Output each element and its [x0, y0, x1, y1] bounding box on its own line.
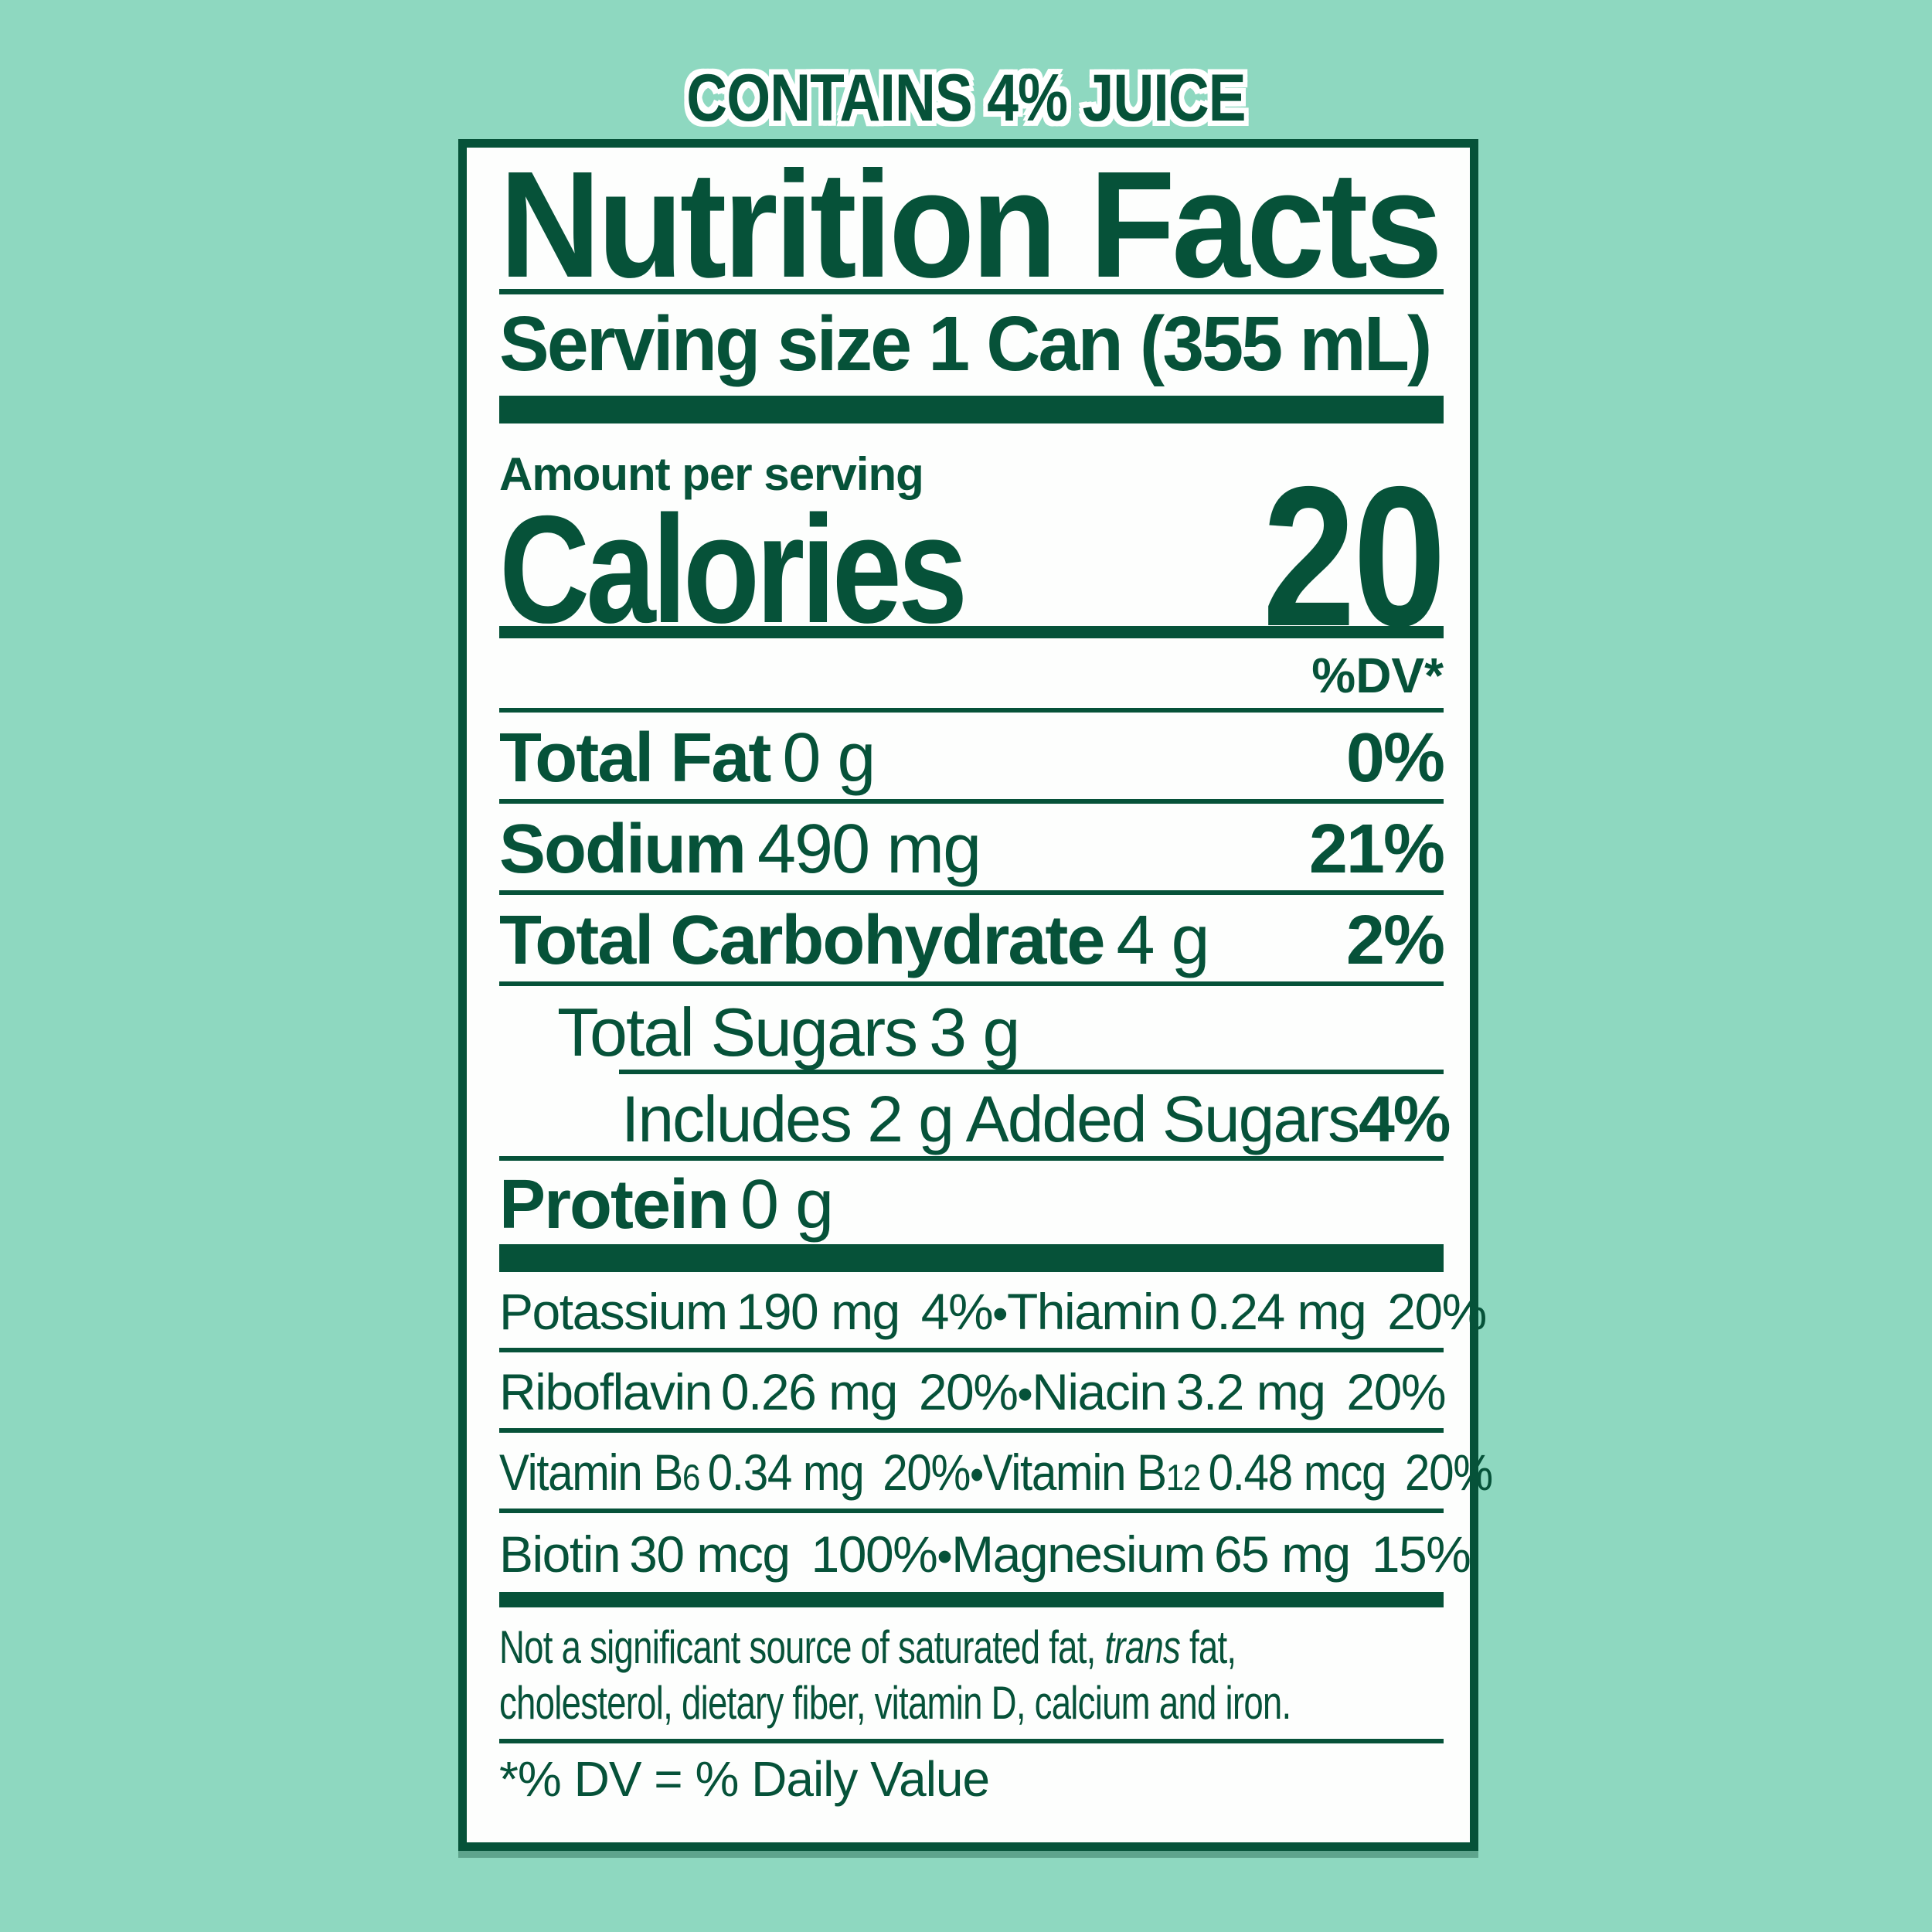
micronutrient-name: Magnesium	[951, 1525, 1206, 1583]
micronutrient-amount: 190 mg	[736, 1282, 901, 1340]
micronutrient-right: Niacin 3.2 mg 20%	[1032, 1362, 1446, 1420]
nutrient-row-total-fat: Total Fat 0 g 0%	[499, 719, 1445, 797]
micronutrient-row-4: Biotin 30 mcg 100% • Magnesium 65 mg 15%	[499, 1525, 1471, 1583]
daily-value-definition: *% DV = % Daily Value	[499, 1750, 990, 1807]
nutrient-row-sodium: Sodium 490 mg 21%	[499, 810, 1445, 888]
nutrient-name: Total Fat	[499, 719, 771, 797]
micronutrient-dv: 100%	[811, 1525, 938, 1583]
percent-dv-header: %DV*	[1311, 647, 1444, 703]
divider-row	[499, 1347, 1444, 1352]
divider-row	[499, 798, 1444, 804]
nutrient-amount: 0 g	[782, 719, 876, 797]
micronutrient-dv: 4%	[920, 1282, 994, 1340]
micronutrient-amount: 0.26 mg	[720, 1362, 898, 1420]
nutrient-dv: 21%	[1308, 810, 1445, 888]
nutrient-name-amount: Protein 0 g	[499, 1170, 834, 1240]
micronutrient-left: Potassium 190 mg 4%	[499, 1282, 994, 1340]
micronutrient-name: Potassium	[499, 1282, 728, 1340]
footnote-line-1: Not a significant source of saturated fa…	[499, 1620, 1440, 1675]
nutrition-facts-title: Nutrition Facts	[499, 140, 1443, 309]
medium-divider-calories	[499, 625, 1444, 638]
nutrient-amount: 490 mg	[757, 810, 981, 888]
medium-divider-micronutrients	[499, 1591, 1444, 1607]
added-sugars-row: Includes 2 g Added Sugars 4%	[499, 1082, 1451, 1155]
total-sugars-row: Total Sugars 3 g	[499, 998, 1444, 1066]
bullet-separator: •	[937, 1531, 952, 1582]
divider-dv-header	[499, 707, 1444, 713]
divider-indented-sugars	[619, 1069, 1444, 1074]
micronutrient-left: Biotin 30 mcg 100%	[499, 1525, 938, 1583]
calories-value: 20	[1262, 444, 1447, 668]
vitamin-b-subscript: 6	[682, 1457, 700, 1498]
divider-under-title	[499, 288, 1444, 294]
micronutrient-amount: 0.48 mcg	[1208, 1443, 1386, 1501]
protein-amount: 0 g	[740, 1165, 834, 1243]
micronutrient-row-3: Vitamin B6 0.34 mg 20% • Vitamin B12 0.48 m…	[499, 1443, 1493, 1501]
micronutrient-amount: 3.2 mg	[1175, 1362, 1326, 1420]
micronutrient-left: Vitamin B6 0.34 mg 20%	[499, 1443, 971, 1501]
thick-divider-serving	[499, 395, 1444, 423]
micronutrient-dv: 20%	[1404, 1443, 1493, 1501]
nutrient-name: Total Carbohydrate	[499, 901, 1105, 979]
calories-section: Amount per serving Calories 20	[499, 447, 1446, 655]
contains-juice-banner: CONTAINS 4% JUICE	[686, 61, 1246, 135]
nutrient-amount: 4 g	[1116, 901, 1209, 979]
micronutrient-amount: 30 mcg	[629, 1525, 791, 1583]
micronutrient-row-1: Potassium 190 mg 4% • Thiamin 0.24 mg 20%	[499, 1282, 1487, 1340]
micronutrient-amount: 0.34 mg	[707, 1443, 865, 1501]
amount-per-serving-label: Amount per serving	[499, 447, 924, 500]
micronutrient-dv: 20%	[1346, 1362, 1446, 1420]
divider-row	[499, 1508, 1444, 1513]
protein-row: Protein 0 g	[499, 1170, 1444, 1240]
nutrient-name: Sodium	[499, 810, 747, 888]
micronutrient-left: Riboflavin 0.26 mg 20%	[499, 1362, 1019, 1420]
micronutrient-dv: 20%	[883, 1443, 971, 1501]
footnote-line-2: cholesterol, dietary fiber, vitamin D, c…	[499, 1676, 1291, 1729]
micronutrient-name: Biotin	[499, 1525, 621, 1583]
divider-footnote	[499, 1738, 1444, 1743]
calories-label: Calories	[499, 483, 968, 655]
nutrient-name-amount: Total Fat 0 g	[499, 723, 876, 793]
total-sugars-amount: 3 g	[929, 993, 1020, 1070]
divider-row	[499, 889, 1444, 895]
micronutrient-name: Niacin	[1032, 1362, 1168, 1420]
divider-row	[499, 1427, 1444, 1433]
bullet-separator: •	[1017, 1369, 1032, 1420]
added-sugars-dv: 4%	[1359, 1082, 1451, 1155]
nutrient-name-amount: Total Carbohydrate 4 g	[499, 906, 1210, 975]
micronutrient-amount: 0.24 mg	[1189, 1282, 1366, 1340]
footnote-text: Not a significant source of saturated fa…	[499, 1621, 1105, 1673]
micronutrient-right: Magnesium 65 mg 15%	[951, 1525, 1471, 1583]
micronutrient-dv: 20%	[918, 1362, 1019, 1420]
micronutrient-dv: 15%	[1371, 1525, 1471, 1583]
nutrient-row-total-carbohydrate: Total Carbohydrate 4 g 2%	[499, 901, 1445, 979]
vitamin-b-subscript: 12	[1165, 1457, 1201, 1498]
not-significant-source-note: Not a significant source of saturated fa…	[499, 1620, 1440, 1731]
nutrient-dv: 0%	[1345, 719, 1445, 797]
bullet-separator: •	[992, 1288, 1008, 1339]
micronutrient-name: Thiamin	[1006, 1282, 1182, 1340]
total-sugars-name: Total Sugars	[557, 993, 918, 1070]
divider-row	[499, 1155, 1444, 1161]
micronutrient-right: Vitamin B12 0.48 mcg 20%	[982, 1443, 1493, 1501]
protein-name: Protein	[499, 1165, 730, 1243]
nutrition-facts-label: Nutrition Facts Serving size 1 Can (355 …	[458, 139, 1493, 1851]
nutrient-dv: 2%	[1345, 901, 1445, 979]
nutrient-name-amount: Sodium 490 mg	[499, 815, 981, 884]
micronutrient-name: Riboflavin	[499, 1362, 713, 1420]
micronutrient-row-2: Riboflavin 0.26 mg 20% • Niacin 3.2 mg 20%	[499, 1362, 1447, 1420]
micronutrient-dv: 20%	[1387, 1282, 1487, 1340]
divider-row	[499, 981, 1444, 986]
serving-size-line: Serving size 1 Can (355 mL)	[499, 300, 1432, 387]
added-sugars-text: Includes 2 g Added Sugars	[621, 1082, 1360, 1155]
footnote-italic-trans: trans	[1104, 1621, 1181, 1673]
bullet-separator: •	[970, 1449, 984, 1500]
thick-divider-protein	[499, 1243, 1444, 1272]
micronutrient-right: Thiamin 0.24 mg 20%	[1006, 1282, 1487, 1340]
micronutrient-name: Vitamin B	[982, 1443, 1167, 1501]
micronutrient-name: Vitamin B	[499, 1443, 683, 1501]
footnote-text: fat,	[1180, 1621, 1236, 1673]
micronutrient-amount: 65 mg	[1213, 1525, 1351, 1583]
